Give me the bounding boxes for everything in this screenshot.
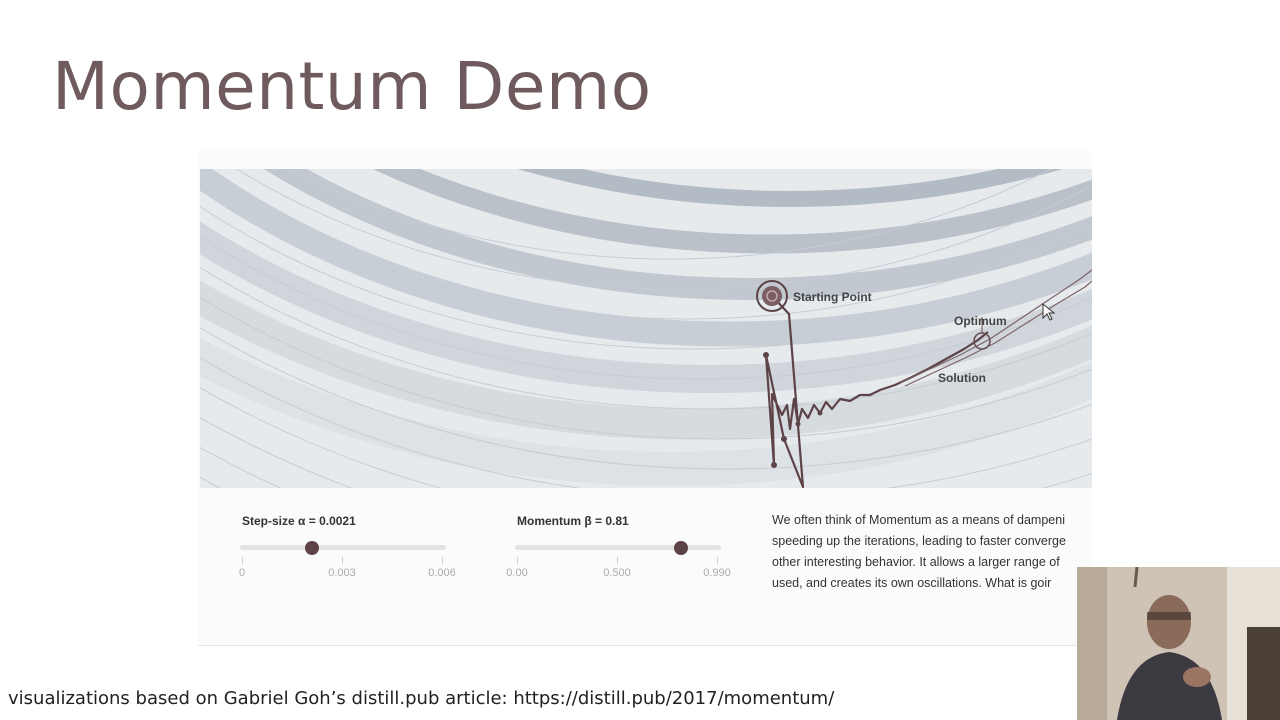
presenter-video-icon	[1077, 567, 1280, 720]
contour-band	[200, 337, 1092, 486]
step-size-tick	[242, 557, 243, 564]
mouse-cursor-icon	[1042, 302, 1056, 321]
description-line: speeding up the iterations, leading to f…	[772, 534, 1066, 548]
step-size-slider-thumb[interactable]	[305, 541, 319, 555]
contour-line	[200, 205, 1092, 350]
momentum-tick-label: 0.990	[703, 567, 731, 579]
contour-line	[200, 266, 1092, 410]
momentum-tick	[617, 557, 618, 564]
momentum-tick-label: 0.00	[506, 567, 528, 579]
step-size-control: Step-size α = 0.0021 0 0.003 0.006	[238, 506, 470, 596]
step-size-tick	[342, 557, 343, 564]
optimum-marker	[973, 317, 991, 350]
step-size-tick-label: 0	[238, 567, 246, 579]
momentum-control: Momentum β = 0.81 0.00 0.500 0.990	[506, 506, 745, 596]
contour-line	[200, 326, 1092, 470]
source-credit: visualizations based on Gabriel Goh’s di…	[8, 688, 835, 709]
contour-line	[200, 174, 1092, 320]
starting-point-label: Starting Point	[793, 290, 872, 304]
step-size-tick-label: 0.006	[428, 567, 456, 579]
description-text: We often think of Momentum as a means of…	[772, 510, 1092, 594]
contour-line	[200, 296, 1092, 440]
description-line: used, and creates its own oscillations. …	[772, 576, 1052, 590]
momentum-tick	[717, 557, 718, 564]
contour-line	[235, 169, 1092, 290]
momentum-demo: Starting Point Optimum Solution Step-siz…	[198, 150, 1092, 646]
momentum-slider-track[interactable]	[515, 545, 721, 550]
step-size-tick-label: 0.003	[328, 567, 356, 579]
step-size-slider-track[interactable]	[240, 545, 446, 550]
contour-line	[200, 236, 1092, 380]
momentum-tick-label: 0.500	[603, 567, 631, 579]
contour-band	[263, 169, 1092, 300]
description-line: other interesting behavior. It allows a …	[772, 555, 1060, 569]
momentum-tick	[517, 557, 518, 564]
contour-band	[200, 280, 1092, 440]
contour-band	[517, 169, 1063, 207]
contour-line	[288, 169, 1052, 260]
step-size-tick	[442, 557, 443, 564]
solution-label: Solution	[938, 371, 986, 385]
contour-band	[373, 169, 1092, 254]
momentum-label: Momentum β = 0.81	[517, 514, 629, 528]
optimum-label: Optimum	[954, 314, 1007, 328]
contour-lines	[200, 169, 1092, 488]
contour-band	[200, 169, 1092, 347]
slide-title: Momentum Demo	[52, 48, 652, 125]
step-size-label: Step-size α = 0.0021	[242, 514, 356, 528]
description-line: We often think of Momentum as a means of…	[772, 513, 1065, 527]
loss-contour-plot[interactable]: Starting Point Optimum Solution	[200, 169, 1092, 488]
momentum-slider-thumb[interactable]	[673, 541, 688, 555]
starting-point-marker[interactable]	[756, 280, 788, 312]
